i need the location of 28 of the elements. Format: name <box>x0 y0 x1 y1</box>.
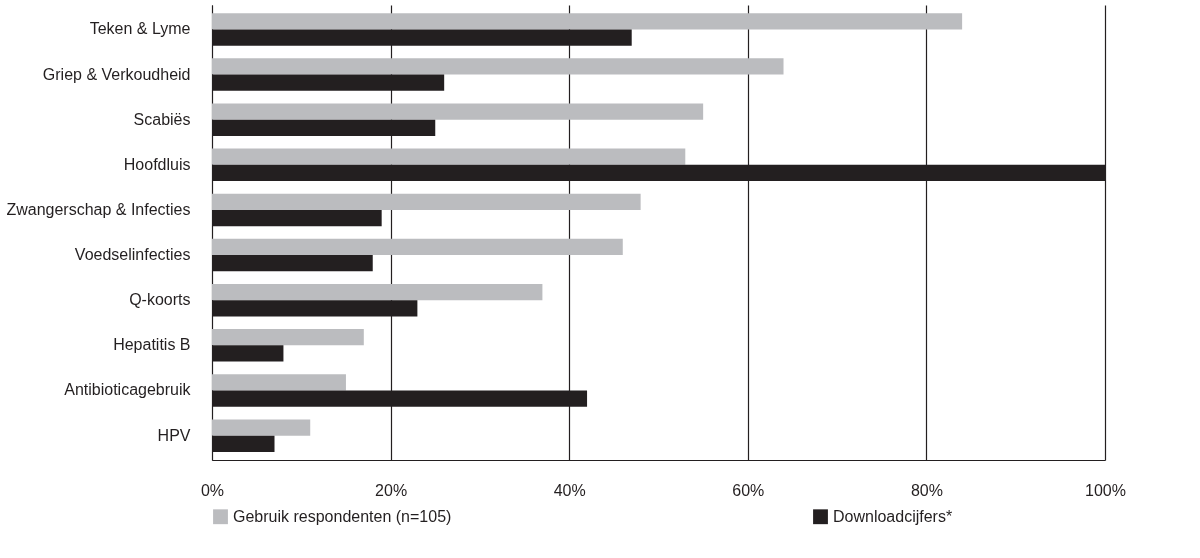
y-tick-label: HPV <box>157 426 191 444</box>
y-tick-label: Scabiës <box>133 110 191 128</box>
bar <box>212 13 963 30</box>
y-tick-label: Q-koorts <box>129 291 191 309</box>
y-tick-label: Zwangerschap & Infecties <box>6 200 191 218</box>
x-tick-label: 20% <box>375 481 408 499</box>
x-tick-label: 0% <box>200 481 225 499</box>
x-tick-label: 80% <box>910 481 943 499</box>
y-tick-label: Griep & Verkoudheid <box>42 65 191 83</box>
y-tick-label: Antibioticagebruik <box>64 381 192 399</box>
bar <box>212 148 686 165</box>
legend-label: Downloadcijfers* <box>833 507 953 525</box>
x-tick-label: 100% <box>1085 481 1126 499</box>
y-tick-label: Hepatitis B <box>113 336 191 354</box>
bar <box>212 238 623 256</box>
x-tick-label: 60% <box>732 481 765 499</box>
bar <box>212 329 364 346</box>
x-tick-label: 40% <box>553 481 586 499</box>
bar <box>212 193 641 210</box>
y-tick-label: Voedselinfecties <box>74 246 191 264</box>
y-tick-label: Teken & Lyme <box>89 20 191 38</box>
legend-label: Gebruik respondenten (n=105) <box>233 507 452 525</box>
y-tick-label: Hoofdluis <box>123 155 191 173</box>
bar <box>212 283 543 301</box>
bar <box>212 419 311 436</box>
bar <box>212 103 704 120</box>
bar <box>212 374 346 391</box>
bar <box>212 58 784 75</box>
